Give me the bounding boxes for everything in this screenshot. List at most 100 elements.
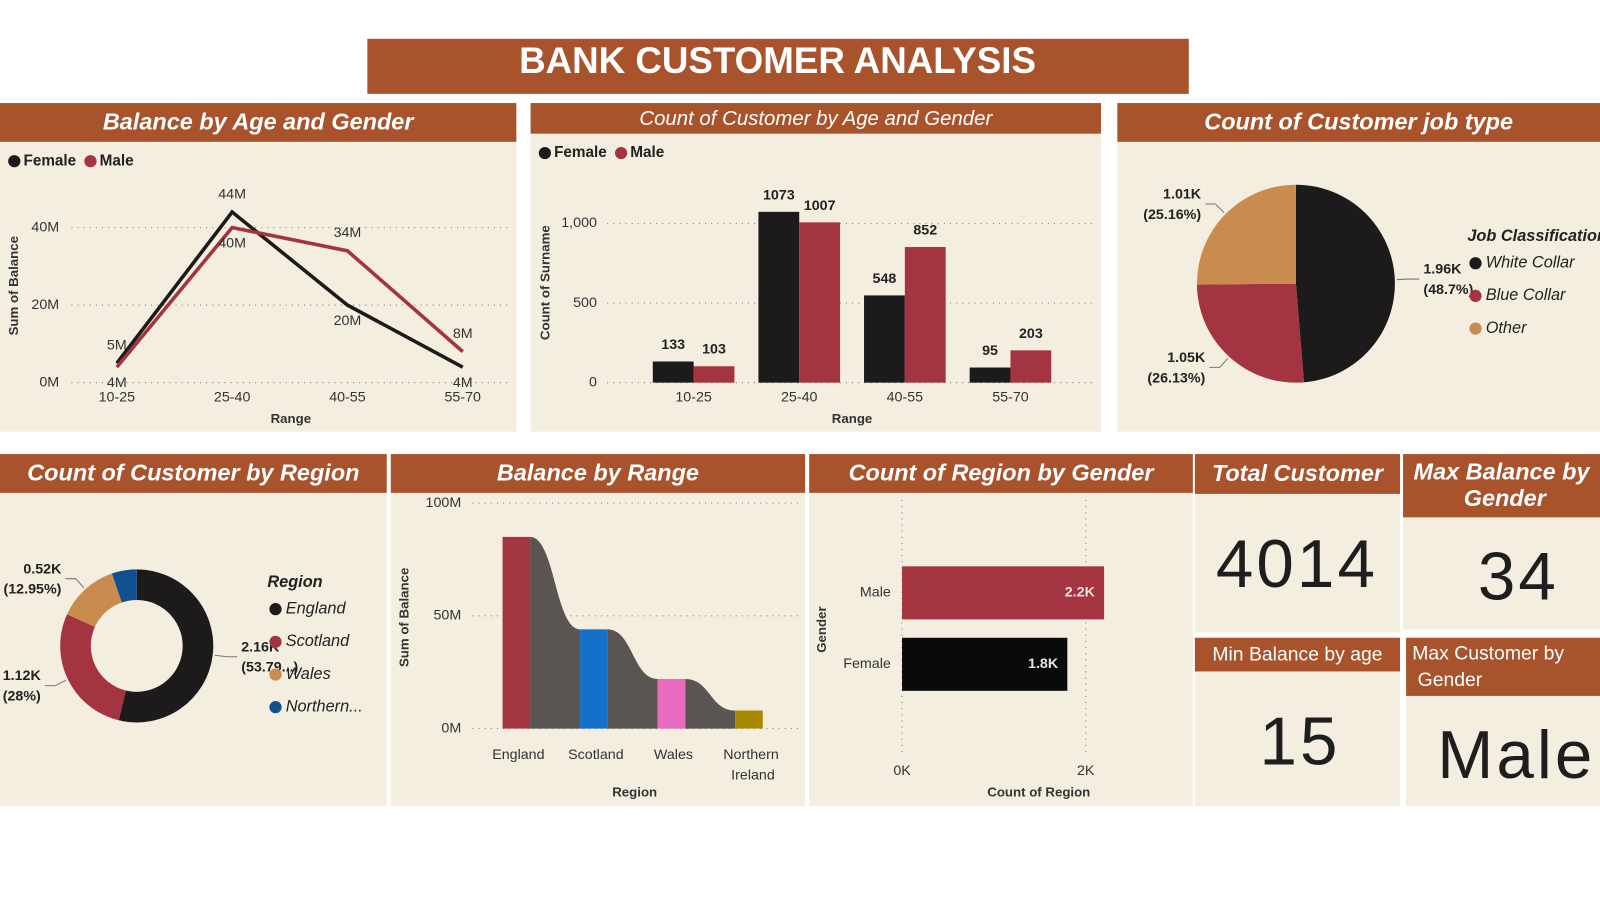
panel-title: Total Customer	[1212, 460, 1385, 486]
dashboard-title: BANK CUSTOMER ANALYSIS	[519, 40, 1036, 81]
bar	[657, 678, 686, 729]
legend-label: Other	[1486, 319, 1527, 337]
x-tick-label: Scotland	[568, 747, 624, 763]
data-label: (48.7%)	[1423, 282, 1473, 298]
panel-title: Max Customer by Gender	[1412, 643, 1564, 692]
y-tick-label: 1,000	[561, 215, 597, 231]
x-tick-label: 55-70	[992, 390, 1029, 406]
y-axis-title: Gender	[814, 606, 829, 652]
card-value: Male	[1437, 718, 1595, 793]
data-label: 44M	[218, 186, 246, 202]
bar	[580, 629, 608, 729]
y-axis-title: Sum of Balance	[397, 568, 412, 667]
card-value: 15	[1259, 705, 1340, 780]
y-tick-label: 500	[573, 295, 597, 311]
data-label: (53.79...)	[241, 660, 298, 676]
panel-header	[0, 454, 387, 493]
legend-marker	[269, 668, 282, 681]
y-tick-label: 40M	[31, 219, 59, 235]
bar	[904, 247, 946, 383]
panel-title: Min Balance by age	[1212, 644, 1382, 666]
bar	[502, 536, 531, 729]
data-label: 852	[913, 222, 937, 238]
bar	[693, 366, 735, 383]
data-label: 20M	[334, 313, 362, 329]
text-line: Gender	[1412, 669, 1483, 691]
data-label: 8M	[453, 326, 473, 342]
legend-title: Job Classification	[1467, 227, 1600, 245]
data-label: 1.8K	[1028, 656, 1059, 672]
data-label: 548	[873, 271, 897, 287]
data-label: 1073	[763, 187, 795, 203]
panel-header	[530, 103, 1102, 134]
data-label: 103	[702, 342, 726, 358]
ribbon	[530, 536, 581, 729]
panel-title: Balance by Age and Gender	[103, 109, 416, 135]
line-series	[115, 225, 464, 369]
text-line: Ireland	[727, 767, 775, 783]
legend-marker	[538, 146, 552, 160]
legend-label: Male	[630, 144, 664, 161]
slice	[60, 614, 126, 721]
x-axis-title: Range	[271, 411, 312, 426]
leader-line	[1205, 203, 1225, 213]
data-label: 4M	[107, 375, 127, 391]
legend-label: Male	[100, 152, 134, 169]
leader-line	[65, 578, 85, 589]
x-tick-label: 10-25	[99, 390, 136, 406]
text-line: Max Customer by	[1412, 643, 1564, 665]
y-tick-label: 0M	[39, 374, 59, 390]
legend-marker	[1469, 257, 1482, 270]
legend-marker	[269, 635, 282, 648]
legend-marker	[84, 155, 97, 168]
legend-marker	[614, 146, 628, 160]
panel-header	[390, 454, 806, 493]
legend-label: Female	[23, 152, 76, 169]
panel-title: Count of Region by Gender	[849, 460, 1156, 486]
panel-header	[1406, 637, 1600, 696]
panel-header	[1117, 103, 1600, 142]
legend-marker	[269, 603, 282, 616]
data-label: 1.01K	[1163, 187, 1202, 203]
y-tick-label: 20M	[31, 297, 59, 313]
legend-label: Scotland	[286, 632, 350, 650]
ribbon	[607, 629, 658, 729]
y-tick-label: 0	[589, 374, 597, 390]
data-label: 203	[1019, 326, 1043, 342]
x-tick-label: 25-40	[781, 390, 818, 406]
text-line: Northern	[723, 747, 779, 763]
y-tick-label: 100M	[426, 495, 462, 511]
y-axis-title: Count of Surname	[537, 225, 552, 340]
x-tick-label: 25-40	[214, 390, 251, 406]
data-label: 1.12K	[3, 668, 42, 684]
bar	[902, 566, 1105, 620]
y-tick-label: 50M	[433, 608, 461, 624]
data-label: (28%)	[3, 689, 41, 705]
bar	[735, 710, 763, 729]
x-axis-title: Region	[612, 784, 657, 799]
card-value: 34	[1478, 539, 1559, 614]
y-tick-label: 0M	[441, 720, 461, 736]
legend-label: Blue Collar	[1486, 286, 1566, 304]
legend-title: Region	[267, 573, 322, 591]
panel-title: Count of Customer job type	[1204, 109, 1513, 135]
card-value: 4014	[1216, 527, 1378, 602]
x-tick-label: England	[492, 747, 544, 763]
panel-title: Count of Customer by Age and Gender	[639, 108, 993, 130]
bar	[969, 367, 1011, 383]
panel	[809, 454, 1193, 807]
data-label: (26.13%)	[1147, 370, 1205, 386]
data-label: 34M	[334, 225, 362, 241]
leader-line	[214, 654, 238, 658]
x-tick-label: 0K	[893, 763, 911, 779]
data-label: 5M	[107, 338, 127, 354]
title-bar	[367, 38, 1189, 94]
data-label: 133	[661, 337, 685, 353]
slice	[111, 569, 137, 603]
data-label: 95	[982, 343, 998, 359]
data-label: 1.05K	[1167, 350, 1206, 366]
legend-label: White Collar	[1486, 254, 1575, 272]
y-tick-label: Female	[843, 656, 891, 672]
data-label: 1.96K	[1423, 262, 1462, 278]
